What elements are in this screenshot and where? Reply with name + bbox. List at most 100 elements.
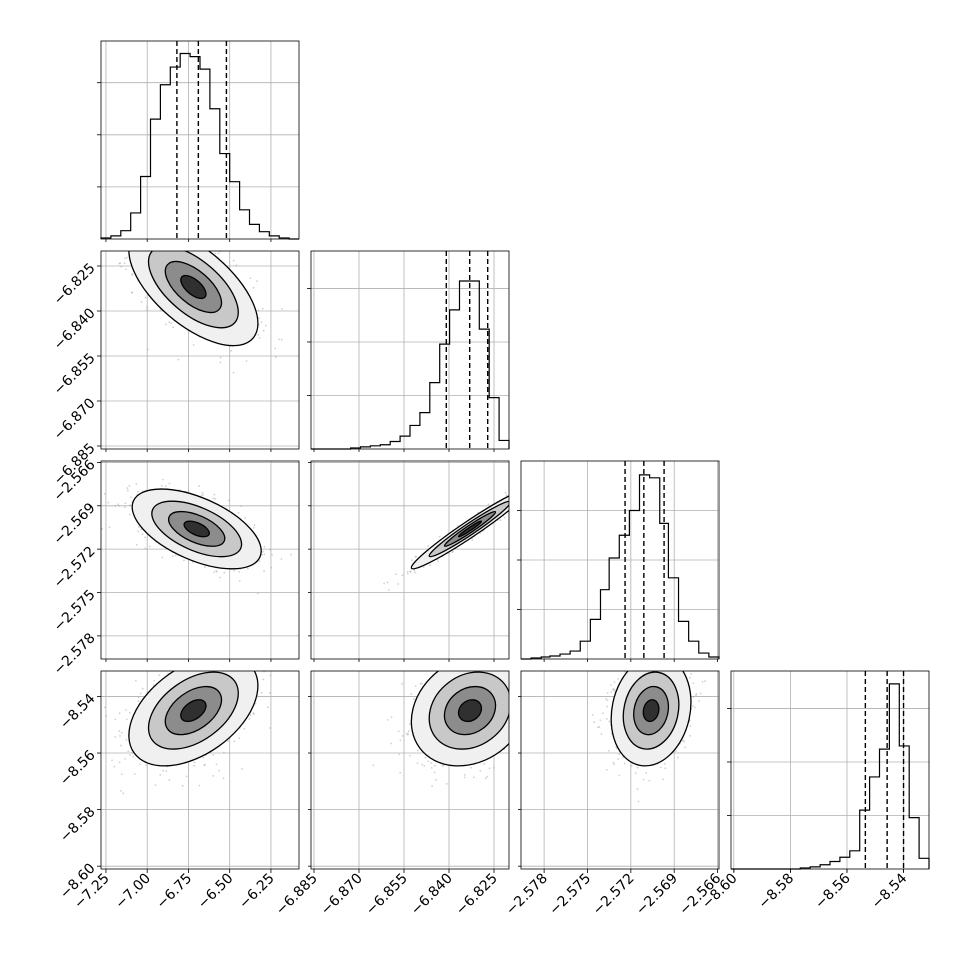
scatter-point — [490, 642, 492, 644]
scatter-point — [511, 501, 513, 503]
scatter-point — [512, 501, 514, 503]
scatter-point — [407, 733, 410, 735]
scatter-point — [162, 769, 165, 772]
scatter-point — [172, 241, 174, 243]
scatter-point — [238, 570, 240, 573]
scatter-point — [430, 762, 433, 765]
scatter-point — [514, 700, 516, 702]
density-layer — [591, 671, 706, 803]
scatter-point — [517, 501, 519, 503]
scatter-point — [114, 504, 117, 507]
scatter-point — [517, 708, 519, 710]
scatter-point — [386, 581, 389, 584]
scatter-point — [246, 567, 249, 570]
scatter-point — [227, 499, 230, 502]
scatter-point — [511, 492, 513, 494]
scatter-point — [158, 674, 160, 677]
scatter-point — [203, 638, 205, 640]
scatter-point — [514, 716, 516, 718]
scatter-point — [240, 664, 242, 666]
scatter-point — [146, 308, 149, 311]
scatter-point — [408, 723, 411, 725]
scatter-point — [274, 356, 277, 359]
scatter-point — [484, 665, 486, 667]
scatter-point — [252, 286, 255, 289]
scatter-point — [214, 660, 216, 662]
panel-frame — [310, 250, 510, 450]
scatter-point — [488, 659, 490, 661]
scatter-point — [557, 685, 559, 687]
scatter-point — [123, 506, 126, 509]
joint-panel — [100, 220, 300, 450]
scatter-point — [237, 512, 240, 514]
scatter-point — [135, 543, 138, 546]
scatter-point — [512, 712, 514, 714]
scatter-point — [398, 753, 400, 756]
scatter-point — [535, 483, 537, 485]
scatter-point — [241, 241, 243, 243]
scatter-point — [471, 667, 473, 669]
scatter-point — [257, 309, 260, 312]
scatter-point — [399, 739, 402, 742]
scatter-point — [480, 664, 482, 666]
scatter-point — [215, 668, 217, 670]
panel-frame — [310, 460, 510, 660]
scatter-point — [517, 504, 519, 506]
scatter-point — [459, 665, 461, 667]
scatter-point — [148, 225, 150, 227]
panel-frame — [520, 460, 720, 660]
scatter-point — [525, 489, 527, 491]
scatter-point — [515, 499, 517, 501]
scatter-point — [249, 277, 252, 280]
scatter-point — [159, 244, 161, 246]
histogram-step — [311, 280, 510, 450]
scatter-point — [252, 526, 255, 529]
scatter-point — [164, 323, 167, 326]
scatter-point — [173, 241, 175, 243]
scatter-point — [522, 488, 524, 490]
scatter-point — [468, 669, 470, 671]
scatter-point — [222, 666, 224, 668]
scatter-point — [131, 291, 133, 293]
scatter-point — [484, 662, 486, 664]
scatter-point — [499, 667, 501, 669]
scatter-point — [124, 502, 127, 505]
scatter-point — [230, 350, 233, 352]
scatter-point — [137, 526, 140, 528]
scatter-point — [103, 706, 106, 709]
scatter-point — [167, 241, 169, 243]
scatter-point — [139, 222, 141, 224]
scatter-point — [152, 241, 154, 243]
scatter-point — [253, 524, 256, 527]
scatter-point — [111, 759, 113, 762]
scatter-point — [566, 454, 568, 456]
scatter-point — [280, 338, 283, 341]
scatter-point — [118, 730, 121, 732]
scatter-point — [509, 502, 511, 504]
scatter-point — [386, 719, 389, 721]
scatter-point — [140, 236, 142, 238]
scatter-point — [181, 235, 183, 237]
scatter-point — [117, 220, 119, 222]
scatter-point — [513, 504, 515, 506]
histogram-step — [100, 52, 299, 240]
scatter-point — [154, 248, 156, 250]
scatter-point — [219, 642, 221, 644]
scatter-point — [613, 688, 616, 691]
scatter-point — [198, 784, 201, 787]
scatter-point — [257, 333, 260, 336]
histogram-step — [521, 474, 720, 660]
scatter-point — [528, 492, 530, 494]
scatter-point — [113, 765, 116, 768]
scatter-point — [125, 718, 128, 721]
marginal-panel — [517, 460, 720, 660]
scatter-point — [461, 660, 463, 662]
scatter-point — [517, 681, 519, 683]
scatter-point — [618, 774, 621, 777]
scatter-point — [270, 566, 273, 569]
joint-panel — [310, 642, 559, 870]
scatter-point — [189, 231, 191, 233]
scatter-point — [120, 773, 123, 775]
scatter-point — [435, 778, 438, 781]
scatter-point — [138, 234, 140, 236]
